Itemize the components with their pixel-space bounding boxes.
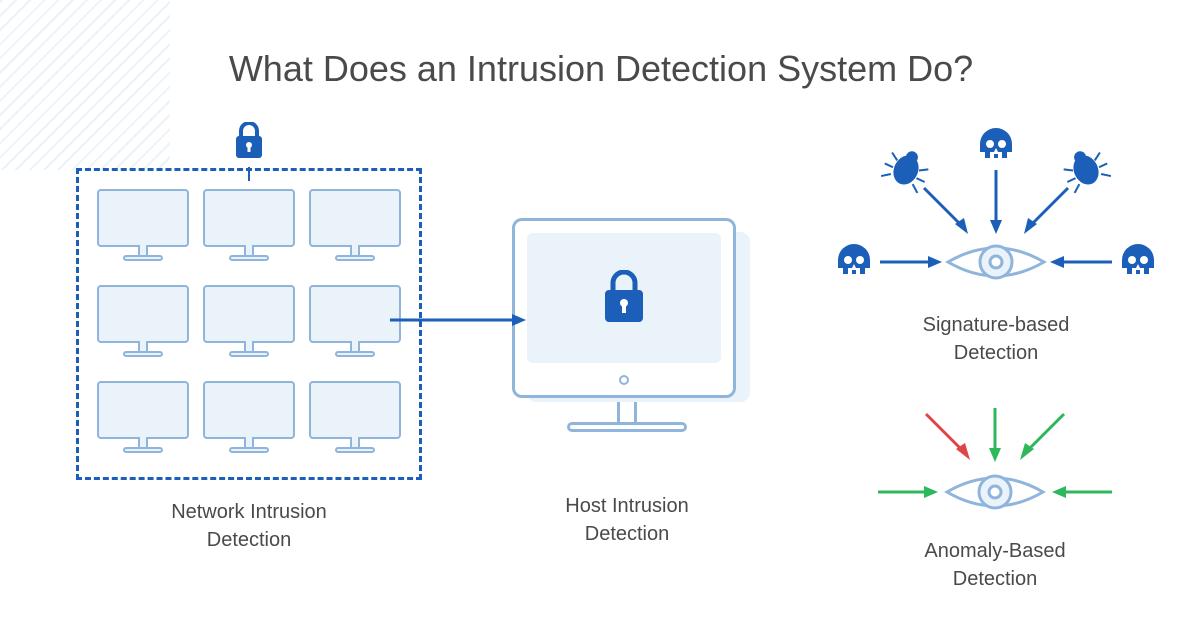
monitor-icon — [97, 381, 189, 459]
arrow-head — [1052, 486, 1066, 498]
label-text: Signature-based — [923, 314, 1070, 336]
bug-icon — [879, 143, 934, 194]
label-text: Anomaly-Based — [924, 540, 1065, 562]
skull-icon — [838, 244, 870, 274]
monitor-icon — [309, 189, 401, 267]
label-text: Host Intrusion — [565, 495, 688, 517]
arrow-line — [1030, 188, 1068, 226]
bug-icon — [1058, 143, 1113, 194]
lock-icon — [233, 122, 265, 181]
eye-icon — [947, 476, 1043, 508]
arrow-head — [1050, 256, 1064, 268]
large-monitor-icon — [512, 218, 742, 432]
arrow-head — [928, 256, 942, 268]
label-text: Detection — [953, 568, 1038, 590]
arrow-head — [989, 448, 1001, 462]
anomaly-panel: Anomaly-Based Detection — [860, 396, 1130, 593]
network-dashed-box — [76, 168, 422, 480]
network-panel: Network Intrusion Detection — [76, 168, 422, 554]
page-title: What Does an Intrusion Detection System … — [0, 48, 1202, 90]
host-panel: Host Intrusion Detection — [512, 218, 742, 548]
arrow-head — [990, 220, 1002, 234]
label-text: Detection — [954, 342, 1039, 364]
signature-panel: Signature-based Detection — [826, 122, 1166, 367]
arrow-network-to-host — [390, 310, 530, 330]
label-text: Detection — [207, 529, 292, 551]
monitor-icon — [309, 381, 401, 459]
skull-icon — [1122, 244, 1154, 274]
label-text: Network Intrusion — [171, 501, 327, 523]
eye-icon — [948, 246, 1044, 278]
arrow-line — [924, 188, 962, 226]
skull-icon — [980, 128, 1012, 158]
monitor-icon — [203, 189, 295, 267]
network-label: Network Intrusion Detection — [76, 498, 422, 554]
monitor-icon — [97, 285, 189, 363]
monitor-icon — [203, 285, 295, 363]
monitor-icon — [97, 189, 189, 267]
anomaly-label: Anomaly-Based Detection — [860, 537, 1130, 593]
arrow-line — [926, 414, 962, 450]
arrow-head — [924, 486, 938, 498]
lock-icon — [601, 270, 647, 326]
arrow-line — [1028, 414, 1064, 450]
signature-label: Signature-based Detection — [826, 311, 1166, 367]
label-text: Detection — [585, 523, 670, 545]
monitor-icon — [309, 285, 401, 363]
host-label: Host Intrusion Detection — [512, 492, 742, 548]
monitor-icon — [203, 381, 295, 459]
